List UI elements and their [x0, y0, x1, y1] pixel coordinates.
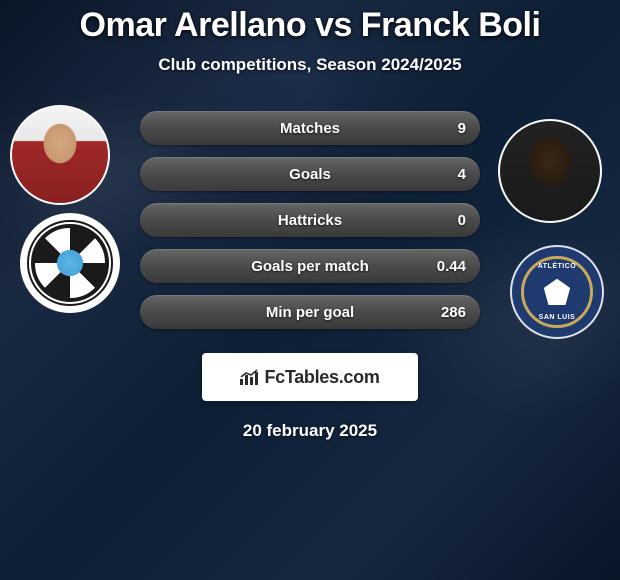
- player-right-photo: [498, 119, 602, 223]
- sanluis-crest: ATLÉTICO SAN LUIS: [521, 256, 593, 328]
- stat-row-matches: Matches 9: [140, 111, 480, 145]
- club-badge-left: [20, 213, 120, 313]
- chart-icon: [240, 369, 260, 385]
- sanluis-text-top: ATLÉTICO: [538, 263, 576, 270]
- stat-value: 0.44: [437, 258, 466, 275]
- stat-row-min-per-goal: Min per goal 286: [140, 295, 480, 329]
- stat-label: Goals: [289, 166, 331, 183]
- stat-value: 0: [458, 212, 466, 229]
- stat-row-goals: Goals 4: [140, 157, 480, 191]
- club-badge-right: ATLÉTICO SAN LUIS: [510, 245, 604, 339]
- stat-value: 9: [458, 120, 466, 137]
- brand-text: FcTables.com: [264, 367, 379, 388]
- sanluis-text-bottom: SAN LUIS: [539, 314, 576, 321]
- queretaro-crest: [31, 224, 108, 301]
- subtitle: Club competitions, Season 2024/2025: [158, 55, 461, 75]
- page-title: Omar Arellano vs Franck Boli: [80, 6, 541, 45]
- player-right-silhouette: [500, 121, 600, 221]
- player-left-photo: [10, 105, 110, 205]
- content-wrapper: Omar Arellano vs Franck Boli Club compet…: [0, 0, 620, 580]
- stat-label: Goals per match: [251, 258, 369, 275]
- stat-label: Min per goal: [266, 304, 354, 321]
- stat-label: Matches: [280, 120, 340, 137]
- stat-label: Hattricks: [278, 212, 342, 229]
- stat-rows: Matches 9 Goals 4 Hattricks 0 Goals per …: [140, 111, 480, 329]
- stat-row-goals-per-match: Goals per match 0.44: [140, 249, 480, 283]
- stat-value: 286: [441, 304, 466, 321]
- player-left-silhouette: [12, 107, 108, 203]
- sanluis-shield: [544, 279, 570, 305]
- stat-row-hattricks: Hattricks 0: [140, 203, 480, 237]
- brand-box: FcTables.com: [202, 353, 418, 401]
- stats-area: ATLÉTICO SAN LUIS Matches 9 Goals 4 Hatt…: [0, 105, 620, 335]
- stat-value: 4: [458, 166, 466, 183]
- date-text: 20 february 2025: [243, 421, 377, 441]
